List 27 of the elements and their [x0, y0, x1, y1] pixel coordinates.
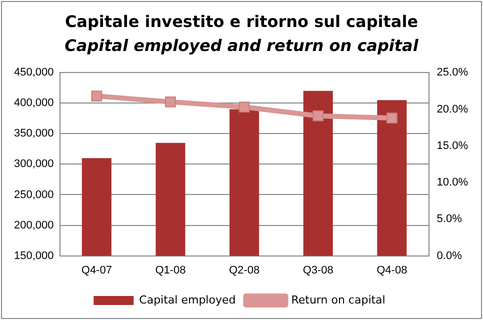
point [91, 90, 102, 102]
y-tick-label: 300,000 [14, 158, 54, 170]
chart-title: Capitale investito e ritorno sul capitale [64, 12, 420, 31]
y-tick-label: 350,000 [14, 128, 54, 140]
x-tick-label: Q3-08 [302, 264, 334, 276]
legend-label: Return on capital [291, 293, 386, 306]
x-tick-label: Q4-08 [376, 264, 408, 276]
y-tick-label: 200,000 [14, 219, 54, 232]
y2-tick-label: 0.0% [436, 250, 462, 262]
point [165, 96, 176, 108]
point [386, 112, 398, 124]
y-tick-label: 400,000 [14, 97, 54, 110]
chart-subtitle: Capital employed and return on capital [64, 36, 420, 55]
y-tick-label: 150,000 [14, 250, 54, 262]
point [312, 110, 324, 122]
y2-tick-label: 10.0% [436, 176, 468, 189]
y-tick-label: 250,000 [14, 188, 54, 201]
y2-tick-label: 15.0% [436, 140, 468, 152]
x-tick-label: Q1-08 [155, 264, 186, 276]
y2-tick-label: 25.0% [436, 66, 468, 79]
y-tick-label: 450,000 [14, 66, 54, 79]
x-tick-label: Q4-07 [81, 264, 112, 276]
y2-tick-label: 5.0% [436, 213, 462, 226]
x-tick-label: Q2-08 [228, 264, 260, 276]
legend-label: Capital employed [139, 293, 236, 306]
y2-tick-label: 20.0% [436, 103, 468, 116]
point [238, 102, 250, 112]
